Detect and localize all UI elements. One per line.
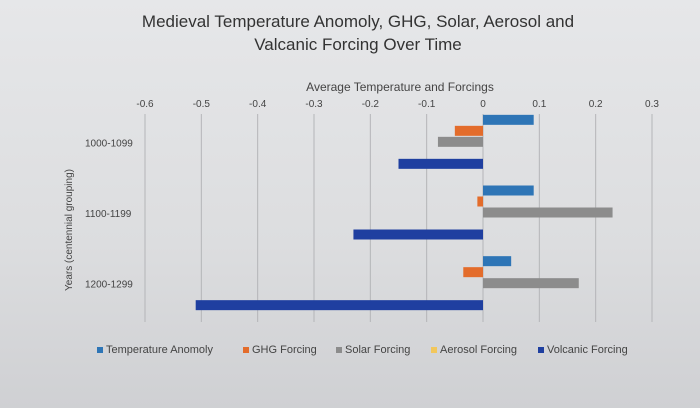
x-tick-labels: -0.6 -0.5 -0.4 -0.3 -0.2 -0.1 0 0.1 0.2 0.3 [136,99,659,110]
x-tick-label: -0.2 [362,99,380,110]
x-tick-label: -0.5 [193,99,211,110]
bar-solar-forcing-1000-1099 [437,136,483,147]
x-axis-title: Average Temperature and Forcings [306,80,494,94]
legend-label: Volcanic Forcing [547,344,628,356]
legend: Temperature Anomoly GHG Forcing Solar Forc… [97,344,628,356]
x-tick-label: 0 [480,99,486,110]
x-tick-label: -0.6 [136,99,154,110]
bar-ghg-forcing-1000-1099 [454,125,483,136]
legend-label: Temperature Anomoly [106,344,213,356]
bar-ghg-forcing-1200-1299 [463,267,483,278]
bar-temperature-anomoly-1000-1099 [483,114,534,125]
category-label: 1100-1199 [85,209,132,220]
bar-temperature-anomoly-1200-1299 [483,256,512,267]
chart-title-line-2: Valcanic Forcing Over Time [254,35,462,54]
bar-temperature-anomoly-1100-1199 [483,185,534,196]
x-tick-label: -0.3 [305,99,323,110]
gridlines [144,114,653,322]
x-tick-label: -0.4 [249,99,267,110]
x-tick-label: -0.1 [418,99,436,110]
legend-swatch [336,347,342,353]
bar-solar-forcing-1200-1299 [483,278,579,289]
legend-swatch [243,347,249,353]
legend-swatch [538,347,544,353]
bar-solar-forcing-1100-1199 [483,207,613,218]
x-tick-label: 0.2 [589,99,603,110]
category-labels: 1000-1099 1100-1199 1200-1299 [85,138,133,290]
legend-swatch [431,347,437,353]
category-label: 1000-1099 [85,138,133,149]
y-axis-title: Years (centennial grouping) [64,169,75,291]
bar-volcanic-forcing-1000-1099 [398,158,483,169]
legend-label: Aerosol Forcing [440,344,517,356]
legend-swatch [97,347,103,353]
bar-volcanic-forcing-1100-1199 [353,229,483,240]
chart-title-line-1: Medieval Temperature Anomoly, GHG, Solar… [142,12,574,31]
chart-title: Medieval Temperature Anomoly, GHG, Solar… [142,12,574,54]
x-tick-label: 0.3 [645,99,659,110]
legend-label: GHG Forcing [252,344,317,356]
bar-volcanic-forcing-1200-1299 [195,300,483,311]
x-tick-label: 0.1 [532,99,546,110]
legend-label: Solar Forcing [345,344,410,356]
bars [195,114,613,311]
bar-ghg-forcing-1100-1199 [477,196,483,207]
category-label: 1200-1299 [85,280,133,291]
